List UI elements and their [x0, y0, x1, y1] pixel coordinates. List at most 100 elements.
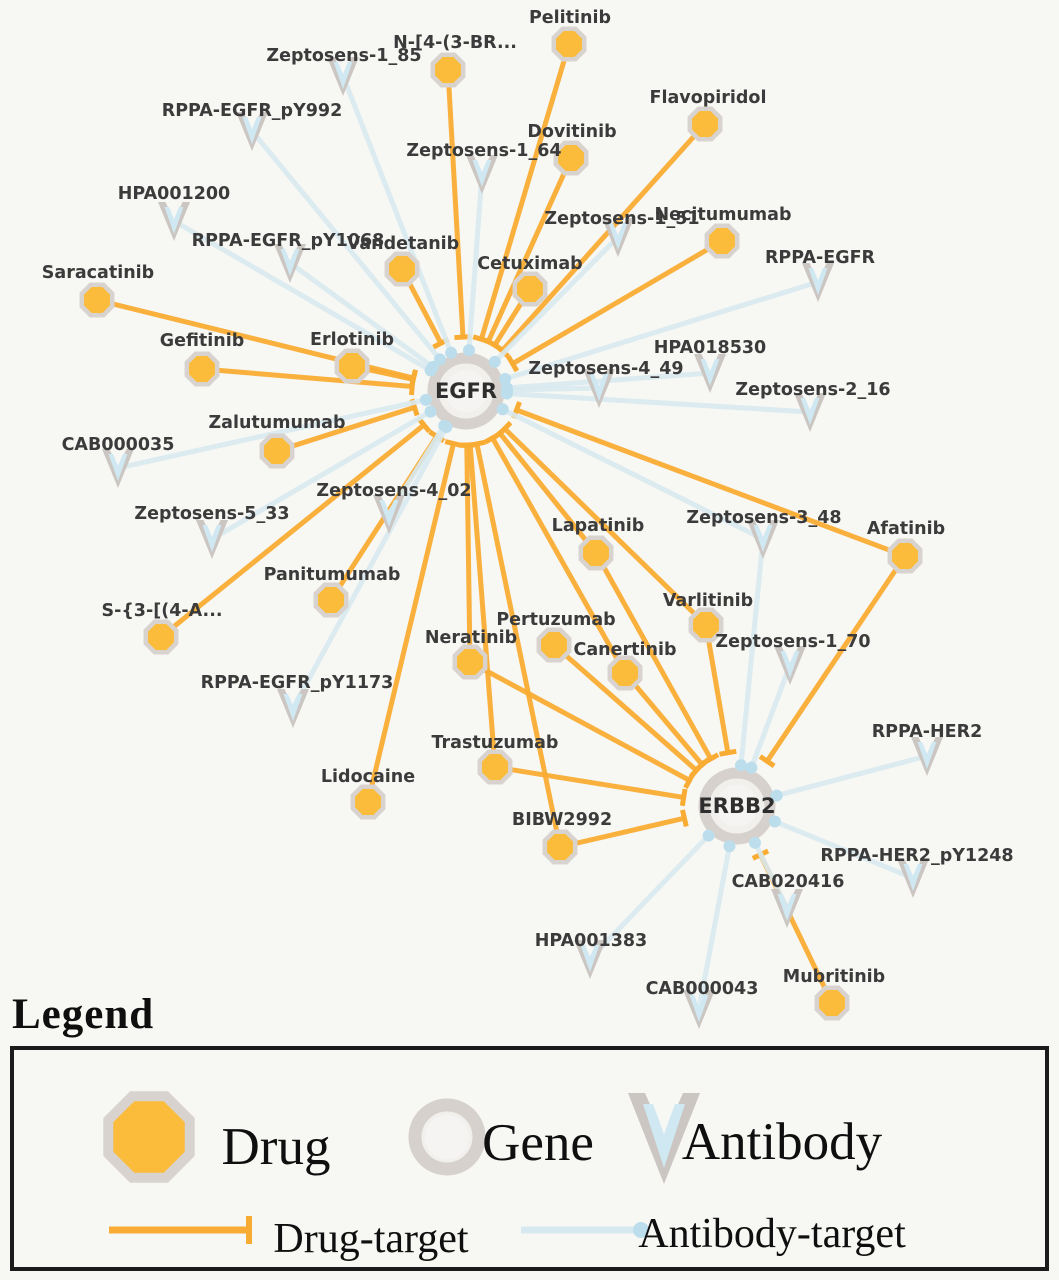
drug-node	[477, 749, 513, 785]
drug-target-edge	[511, 238, 724, 366]
edge-dot-arrow	[723, 840, 736, 853]
antibody-node	[158, 202, 190, 241]
edge-tee-arrow	[683, 771, 696, 790]
drug-target-edge	[478, 43, 572, 340]
node-label: Zeptosens-3_48	[686, 508, 841, 528]
antibody-target-edge	[738, 538, 766, 766]
edge-dot-arrow	[433, 353, 446, 366]
node-label: Zeptosens-2_16	[735, 380, 890, 400]
node-label: Zalutumumab	[208, 413, 345, 433]
drug-target-edge	[159, 422, 426, 639]
node-label: Dovitinib	[527, 122, 616, 142]
legend-antibody-target-label: Antibody-target	[638, 1211, 906, 1257]
antibody-node	[747, 520, 779, 559]
node-label: Pertuzumab	[496, 610, 615, 630]
drug-node	[143, 619, 179, 655]
antibody-target-edge	[776, 753, 928, 798]
legend-gene-label: Gene	[482, 1114, 594, 1172]
antibody-target-edge	[506, 391, 811, 415]
edge-tee-arrow	[679, 788, 688, 807]
drug-node	[350, 784, 386, 820]
legend-antibody-label: Antibody	[681, 1113, 883, 1171]
antibody-node	[196, 520, 228, 559]
antibody-target-edge	[588, 833, 711, 961]
edge-tee-arrow	[468, 439, 486, 449]
edge-tee-arrow	[408, 370, 418, 389]
edge-dot-arrow	[440, 420, 453, 433]
node-label: CAB000035	[62, 435, 175, 455]
node-label: Afatinib	[867, 519, 945, 539]
drug-target-edge	[559, 815, 685, 850]
edge-tee-arrow	[416, 416, 432, 434]
edge-tee-arrow	[758, 754, 776, 768]
edge-dot-arrow	[768, 815, 781, 828]
edge-dot-arrow	[749, 836, 762, 849]
drug-target-edge	[467, 444, 498, 768]
drug-target-edge	[593, 551, 713, 761]
node-label: Lapatinib	[552, 516, 645, 536]
antibody-node	[277, 689, 309, 728]
drug-target-edge	[623, 671, 705, 767]
antibody-target-edge	[466, 173, 485, 351]
edge-dot-arrow	[734, 759, 747, 772]
node-label: Varlitinib	[663, 591, 753, 611]
edge-dot-arrow	[426, 360, 439, 373]
drug-node	[259, 433, 295, 469]
node-label: Pelitinib	[529, 8, 611, 28]
antibody-target-edges	[117, 75, 928, 1010]
drug-target-edge	[490, 436, 628, 675]
drug-node	[688, 607, 724, 643]
antibody-target-edge	[504, 279, 819, 382]
node-label: Lidocaine	[321, 767, 415, 787]
node-label: Cetuximab	[477, 254, 582, 274]
node-label: CAB000043	[646, 979, 759, 999]
antibody-node	[911, 737, 943, 776]
edge-tee-arrow	[506, 355, 520, 373]
node-label: Neratinib	[425, 628, 517, 648]
drug-node	[452, 644, 488, 680]
drug-node	[184, 351, 220, 387]
edge-tee-arrow	[694, 757, 711, 773]
node-label: Gefitinib	[160, 331, 245, 351]
drug-target-edge	[500, 122, 707, 353]
drug-octagon-icon	[103, 1091, 195, 1183]
edge-dot-arrow	[445, 346, 458, 359]
drug-target-edge	[276, 404, 416, 454]
edge-dot-arrow	[745, 761, 758, 774]
antibody-node	[327, 57, 359, 96]
node-label: HPA001383	[535, 931, 647, 951]
antibody-target-edge-icon	[521, 1222, 649, 1238]
antibody-node	[771, 889, 803, 928]
edge-dot-arrow	[499, 372, 512, 385]
antibody-node	[897, 859, 929, 898]
drug-node	[430, 52, 466, 88]
node-label: HPA018530	[654, 338, 766, 358]
drug-target-edge	[515, 407, 906, 559]
node-label: Trastuzumab	[432, 733, 559, 753]
node-label: Mubritinib	[783, 967, 885, 987]
node-label: RPPA-EGFR	[765, 248, 876, 268]
node-label: N-[4-(3-BR...	[393, 33, 517, 53]
antibody-node	[794, 393, 826, 432]
edge-tee-arrow	[680, 809, 689, 828]
antibody-target-edge	[250, 129, 442, 361]
drug-target-edge-icon	[109, 1216, 252, 1244]
antibody-node	[774, 646, 806, 685]
antibody-node	[802, 263, 834, 302]
drug-node	[512, 271, 548, 307]
drug-node	[814, 985, 850, 1021]
gene-nodes	[427, 352, 776, 845]
drug-target-edge	[765, 554, 908, 763]
antibody-node	[373, 495, 405, 534]
node-labels: EGFR ERBB2 Pelitinib N-[4-(3-BR... Flavopiri…	[42, 8, 1014, 999]
edge-tee-arrow	[483, 431, 502, 445]
antibody-chevron-icon	[628, 1093, 700, 1184]
gene-node-label: EGFR	[435, 379, 497, 403]
node-label: Erlotinib	[310, 330, 394, 350]
drug-node	[536, 627, 572, 663]
antibody-target-edge	[696, 845, 732, 1010]
node-label: Zeptosens-1_85	[266, 46, 421, 66]
gene-node	[698, 767, 776, 845]
drug-node	[551, 26, 587, 62]
